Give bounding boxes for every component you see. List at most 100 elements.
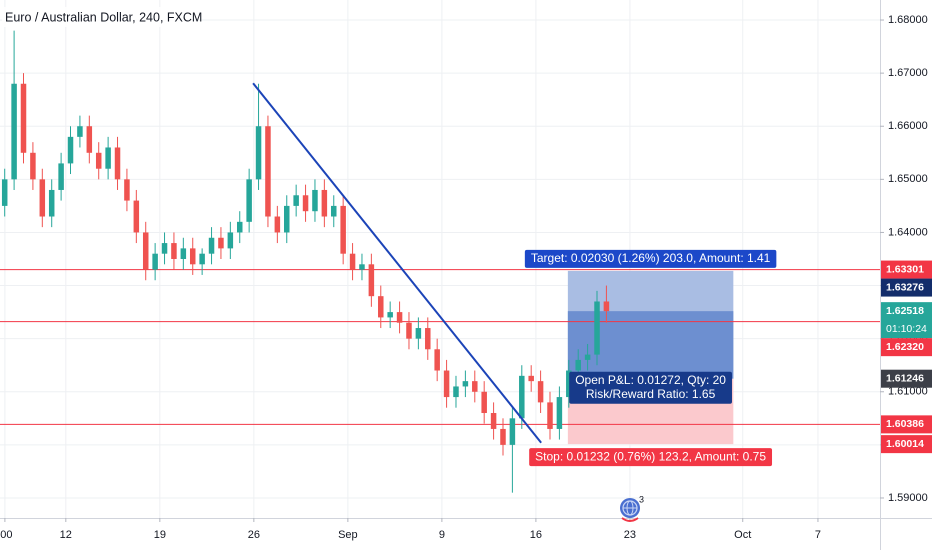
- candle-body: [537, 381, 544, 403]
- chart-title: Euro / Australian Dollar, 240, FXCM: [5, 10, 202, 24]
- candle-body: [20, 83, 27, 153]
- candle-body: [584, 354, 591, 360]
- x-tick-label: Oct: [734, 529, 751, 541]
- candle-body: [519, 375, 525, 419]
- overlay: Target: 0.02030 (1.26%) 203.0, Amount: 1…: [252, 82, 777, 467]
- y-tick-label: 1.68000: [888, 14, 928, 26]
- candle-body: [331, 205, 337, 217]
- pnl-label-text: Risk/Reward Ratio: 1.65: [586, 387, 716, 401]
- price-label: 1.63301: [886, 263, 924, 275]
- pnl-label-text: Open P&L: 0.01272, Qty: 20: [575, 373, 726, 387]
- candle-body: [453, 386, 459, 398]
- events-icon-arc: [621, 517, 639, 522]
- candle-body: [472, 381, 478, 392]
- candle-body: [500, 428, 506, 445]
- candle-body: [509, 418, 516, 445]
- stop-label: Stop: 0.01232 (0.76%) 123.2, Amount: 0.7…: [529, 448, 773, 467]
- position-tool: [567, 270, 734, 445]
- candle-body: [547, 402, 553, 429]
- price-label-box: [881, 302, 932, 339]
- x-tick-label: 19: [154, 529, 166, 541]
- price-label: 1.61246: [886, 372, 924, 384]
- x-tick-label: 9: [439, 529, 445, 541]
- y-tick-label: 1.66000: [888, 120, 928, 132]
- candle-body: [349, 253, 356, 270]
- time-axis: :00 12 19 26 Sep 9 16 23 Oct 7: [0, 518, 821, 541]
- y-tick-label: 1.59000: [888, 492, 928, 504]
- y-tick-label: 1.61000: [888, 386, 928, 398]
- candle-body: [594, 301, 600, 355]
- candle-body: [133, 200, 140, 233]
- candle-body: [321, 189, 328, 217]
- candle-body: [1, 179, 8, 206]
- candle-body: [86, 126, 93, 153]
- pnl-label-box: [569, 371, 732, 404]
- candle-body: [462, 381, 469, 387]
- x-tick-label: :00: [0, 529, 13, 541]
- countdown-label: 01:10:24: [886, 323, 927, 335]
- candle-body: [105, 147, 111, 169]
- x-tick-label: 23: [624, 529, 636, 541]
- target-label: Target: 0.02030 (1.26%) 203.0, Amount: 1…: [524, 249, 777, 268]
- candle-body: [387, 312, 393, 318]
- price-axis: 1.590001.600001.610001.620001.630001.640…: [880, 14, 932, 504]
- candle-body: [340, 205, 346, 254]
- candle-body: [180, 248, 187, 259]
- x-tick-label: 12: [60, 529, 72, 541]
- candle-body: [434, 349, 440, 371]
- candle-body: [58, 163, 64, 190]
- candle-body: [95, 152, 102, 169]
- price-label: 1.60386: [886, 418, 924, 430]
- y-tick-label: 1.65000: [888, 173, 928, 185]
- candle-body: [124, 179, 130, 201]
- target-label-text: Target: 0.02030 (1.26%) 203.0, Amount: 1…: [531, 251, 771, 265]
- candle-body: [368, 264, 375, 297]
- target-label-box: [524, 249, 777, 268]
- candle-body: [406, 322, 412, 339]
- y-tick-label: 1.67000: [888, 67, 928, 79]
- price-label-box: [881, 338, 932, 357]
- candle-body: [575, 359, 581, 371]
- candle-body: [274, 216, 281, 233]
- candle-body: [142, 232, 149, 270]
- x-tick-label: Sep: [338, 529, 358, 541]
- candle-body: [378, 296, 384, 318]
- candle-body: [425, 328, 431, 350]
- candle-body: [415, 328, 422, 339]
- candle-body: [171, 243, 177, 259]
- price-label-box: [881, 278, 932, 297]
- events-icon-meridian: [626, 500, 634, 516]
- candle-body: [48, 189, 55, 217]
- candle-body: [77, 126, 83, 137]
- candle-body: [199, 253, 205, 265]
- candle-body: [30, 152, 36, 180]
- candle-body: [161, 243, 168, 254]
- candle-body: [246, 179, 252, 222]
- candle-body: [208, 237, 215, 254]
- candle-body: [265, 126, 271, 217]
- candle-body: [312, 189, 318, 212]
- candle-body: [359, 264, 365, 270]
- trend-line: [252, 82, 542, 444]
- candle-body: [114, 147, 121, 180]
- stop-label-text: Stop: 0.01232 (0.76%) 123.2, Amount: 0.7…: [535, 449, 766, 463]
- candle-body: [528, 375, 534, 382]
- price-label: 1.62320: [886, 341, 924, 353]
- candles: [1, 30, 610, 493]
- candle-body: [566, 370, 572, 398]
- price-label: 1.63276: [886, 281, 924, 293]
- candle-body: [284, 205, 290, 233]
- x-tick-label: 7: [815, 529, 821, 541]
- price-label: 1.62518: [886, 305, 924, 317]
- events-icon[interactable]: 3: [620, 494, 644, 522]
- candle-body: [603, 301, 610, 312]
- candle-body: [293, 195, 299, 206]
- price-label-box: [881, 260, 932, 279]
- candle-body: [152, 253, 158, 270]
- x-tick-label: 16: [530, 529, 542, 541]
- candle-body: [490, 413, 497, 429]
